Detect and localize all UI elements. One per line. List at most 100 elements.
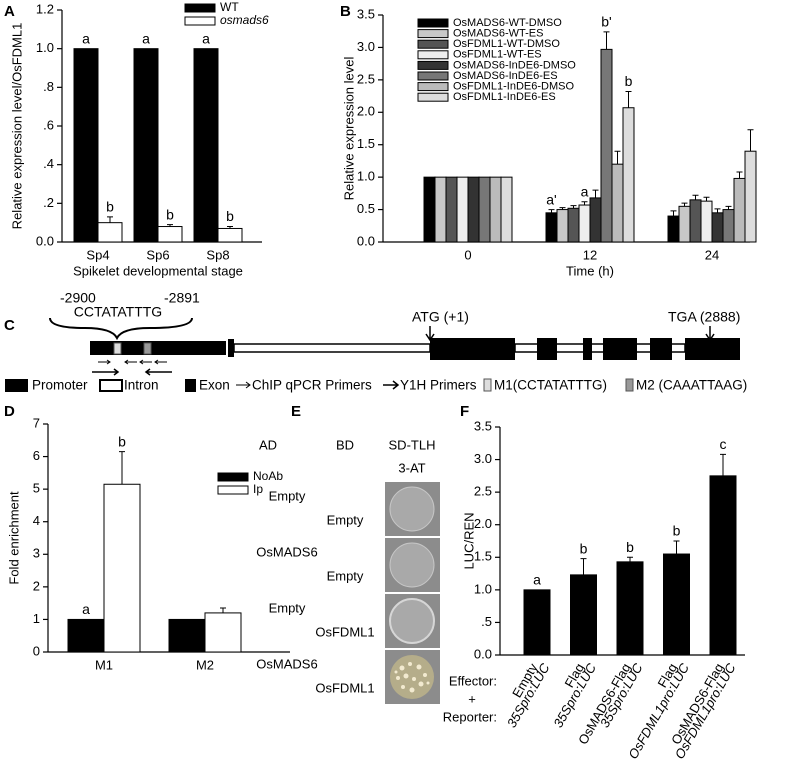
error-bar [581, 201, 588, 206]
panel-label: D [4, 403, 15, 420]
error-bar [720, 453, 726, 476]
legend-swatch [417, 60, 449, 70]
legend-label: OsFDML1-WT-DMSO [453, 38, 560, 50]
x-tick-label: Sp8 [206, 247, 229, 262]
y-tick-label: .8 [43, 79, 54, 94]
significance-letter: a [82, 601, 90, 617]
bar [103, 483, 141, 653]
legend-label: OsMADS6-InDE6-ES [453, 70, 558, 82]
legend-label: M2 (CAAATTAAG) [636, 378, 747, 393]
colony-spot [389, 598, 435, 644]
y-tick-label: 3.0 [474, 451, 492, 466]
error-bar [548, 209, 555, 213]
m1-marker [113, 342, 122, 355]
error-bar [703, 196, 710, 202]
legend-label: M1(CCTATATTTG) [494, 378, 607, 393]
error-bar [736, 171, 743, 179]
error-bar [681, 202, 688, 207]
significance-letter: b [625, 73, 633, 89]
motif-start: -2900 [60, 290, 96, 306]
y-axis-label: LUC/REN [461, 512, 476, 569]
legend-label: NoAb [253, 469, 283, 483]
promoter [90, 341, 226, 355]
m2-marker [143, 342, 152, 355]
bar [445, 176, 458, 243]
y-tick-label: 2 [33, 578, 40, 593]
error-bar [603, 31, 610, 50]
bar [700, 200, 713, 243]
y-tick-label: 2.5 [357, 71, 375, 86]
colony-spot [389, 542, 435, 588]
legend-swatch [417, 92, 449, 102]
y-tick-label: 1.5 [357, 136, 375, 151]
legend-swatch [483, 378, 492, 392]
legend-swatch [417, 50, 449, 60]
colonies [394, 662, 430, 693]
bar [616, 561, 644, 656]
stop-codon: TGA (2888) [668, 309, 740, 325]
y-tick-label: .6 [43, 117, 54, 132]
bar [193, 48, 219, 243]
legend-label: OsFDML1-InDE6-ES [453, 91, 556, 103]
y-tick-label: 1.0 [474, 581, 492, 596]
significance-letter: a [581, 183, 589, 199]
significance-letter: a [82, 30, 90, 46]
legend-label: ChIP qPCR Primers [252, 378, 372, 393]
legend-label: Exon [199, 378, 230, 393]
legend-label: Promoter [32, 378, 88, 393]
bar [611, 163, 624, 243]
row-label: Reporter: [443, 709, 497, 724]
significance-letter: a' [546, 191, 556, 207]
intron [233, 343, 431, 353]
y-axis-label: Relative expression level [341, 56, 356, 200]
row-label: Effector: [449, 673, 497, 688]
error-bar [673, 540, 680, 555]
legend-label: OsFDML1-InDE6-DMSO [453, 81, 574, 93]
panel-label: E [291, 403, 301, 420]
significance-letter: a [533, 572, 541, 588]
legend-swatch [5, 379, 28, 392]
gene-structure [5, 317, 740, 392]
legend-swatch [185, 379, 196, 392]
bar [667, 215, 680, 243]
ad-label: Empty [269, 488, 306, 503]
bar [168, 618, 206, 653]
bar [622, 107, 635, 243]
y-tick-label: 1.0 [36, 40, 54, 55]
bar [73, 48, 99, 243]
y-tick-label: 2.5 [474, 484, 492, 499]
y-tick-label: .4 [43, 156, 54, 171]
bar [97, 222, 123, 243]
significance-letter: c [720, 436, 727, 452]
bar [570, 574, 597, 656]
exon [537, 338, 557, 360]
panel-label: A [4, 3, 15, 20]
bar [556, 209, 569, 243]
significance-letter: b [118, 433, 126, 449]
legend-label: OsMADS6-InDE6-DMSO [453, 59, 576, 71]
legend-swatch [417, 18, 449, 28]
error-bar [220, 607, 226, 613]
motif-end: -2891 [164, 290, 200, 306]
bar [500, 176, 513, 243]
bar [567, 207, 580, 243]
bd-label: Empty [327, 568, 364, 583]
significance-letter: b [106, 199, 114, 215]
bar [133, 48, 159, 243]
bar [578, 204, 591, 243]
x-axis-label: Time (h) [566, 263, 614, 278]
legend-arrow [383, 380, 400, 390]
motif-brace [49, 317, 193, 341]
y-tick-label: 4 [33, 513, 40, 528]
error-bar [625, 91, 632, 108]
panel-label: B [340, 3, 351, 20]
column-header: SD-TLH [389, 437, 436, 452]
y-tick-label: 0.0 [36, 233, 54, 248]
ad-label: Empty [269, 600, 306, 615]
x-tick-label: M1 [95, 657, 113, 672]
y-tick-label: 1.5 [474, 549, 492, 564]
error-bar [559, 207, 566, 210]
legend-swatch [417, 39, 449, 49]
bar [204, 612, 242, 653]
bar [589, 197, 602, 243]
